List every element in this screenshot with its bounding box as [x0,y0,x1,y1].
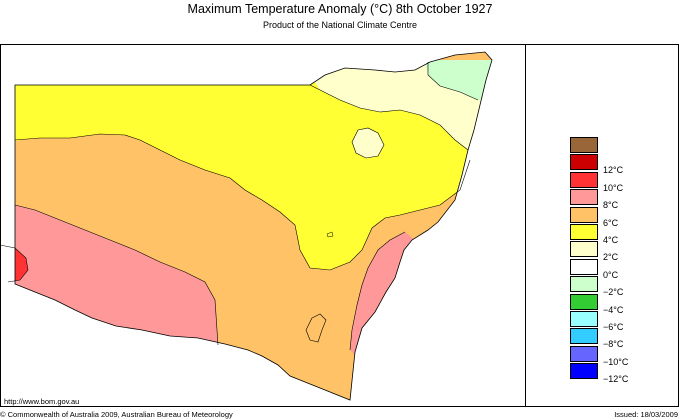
contour-cream-green [427,62,479,101]
legend-label: 10°C [603,182,624,193]
panel-divider [525,44,526,407]
region-red [15,245,28,282]
legend-label: 4°C [603,235,619,245]
contour-pink-orange-east [349,231,406,351]
map-title: Maximum Temperature Anomaly (°C) 8th Oct… [187,2,493,16]
legend-swatch [570,276,598,293]
small-outline [326,231,334,238]
legend-swatch [570,293,598,310]
legend-label: −2°C [603,287,624,298]
legend-label: 2°C [603,252,619,263]
legend-swatch [570,328,598,345]
legend-label: 0°C [603,269,619,280]
contour-orange-yellow [14,133,471,271]
legend-label: −12°C [603,374,629,385]
legend-swatch [570,171,598,188]
act-outline [305,313,327,343]
legend-label: 8°C [603,200,619,211]
map-subtitle: Product of the National Climate Centre [262,20,418,30]
website-url[interactable]: http://www.bom.gov.au [4,397,80,406]
legend-label: −4°C [603,304,624,315]
nsw-outline [14,51,493,401]
legend-swatch [570,154,598,171]
legend-label: −10°C [603,356,629,367]
legend-label: 12°C [603,165,624,176]
region-yellow [15,60,492,270]
copyright-notice: © Commonwealth of Australia 2009, Austra… [0,410,233,419]
region-green [425,60,492,105]
legend-swatch [570,311,598,327]
legend-swatch [570,189,598,206]
legend-swatch [570,206,598,223]
legend-label: 6°C [603,217,619,228]
legend-swatch [570,241,598,258]
contour-pink-orange-west [14,204,219,346]
contour-cream-island [351,127,385,159]
issued-date: Issued: 18/03/2009 [614,410,678,419]
legend-swatch [570,224,598,240]
legend-swatch [570,137,598,153]
contour-red-pink [0,244,29,283]
legend-swatch [570,363,598,380]
legend-swatch [570,258,598,275]
map-frame [0,44,679,407]
legend-label: −8°C [603,339,624,350]
legend-swatch [570,345,598,362]
region-cream-island [352,128,384,158]
legend-label: −6°C [603,322,624,332]
contour-yellow-cream [309,84,469,151]
